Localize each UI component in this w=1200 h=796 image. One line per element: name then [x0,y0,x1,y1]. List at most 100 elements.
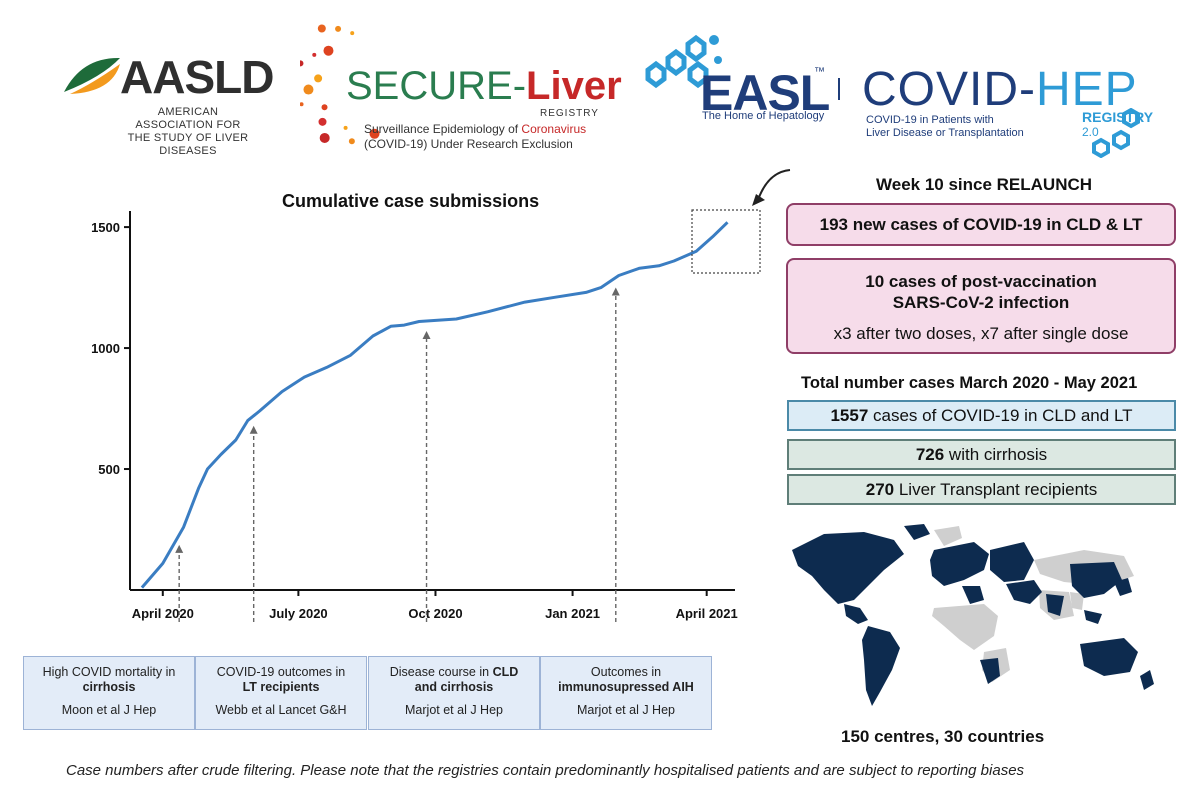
publication-box: High COVID mortality in cirrhosis Moon e… [23,656,195,730]
aasld-name: AASLD [120,51,274,103]
aasld-sub-line: THE STUDY OF LIVER DISEASES [127,132,249,157]
logo-dot [350,31,355,36]
pub-reference: Marjot et al J Hep [577,703,675,717]
easl-trademark: ™ [814,66,825,78]
publication-box: Outcomes in immunosupressed AIH Marjot e… [540,656,712,730]
logo-dot [303,84,314,95]
aasld-leaf-icon [64,57,120,94]
secure-dots-icon [300,24,380,145]
vaccination-detail: x3 after two doses, x7 after single dose [833,324,1129,343]
secure-liver-logo: SECURE-Liver REGISTRY Surveillance Epide… [300,14,622,154]
logo-divider [838,78,840,100]
aasld-sub-line: AMERICAN ASSOCIATION FOR [135,106,241,131]
pub-highlight: cirrhosis [82,680,136,694]
logo-dot [321,104,328,111]
aasld-subtitle: AMERICAN ASSOCIATION FOR THE STUDY OF LI… [118,106,258,158]
zoom-box [691,209,761,274]
new-cases-box: 193 new cases of COVID-19 in CLD & LT [786,203,1176,246]
logo-dot [317,24,326,33]
vaccination-title: 10 cases of post-vaccination [865,272,1097,291]
secure-registry-label: REGISTRY [540,108,599,119]
pub-highlight: LT recipients [242,680,320,694]
footnote: Case numbers after crude filtering. Plea… [66,762,1025,779]
y-tick-label: 500 [98,462,120,477]
stat-number: 270 [865,480,895,499]
covid-hep-title: COVID-HEP [862,62,1138,117]
covid-word: COVID- [862,63,1036,116]
pub-highlight: and cirrhosis [414,680,494,694]
x-tick-label: July 2020 [269,606,328,621]
easl-name: EASL [700,65,830,121]
cumulative-line-chart: 500 1000 1500 April 2020 July 2020 Oct 2020 Ja… [91,211,738,625]
stat-text: with cirrhosis [944,445,1048,464]
zoom-callout [691,169,791,274]
hep-word: HEP [1036,63,1138,116]
secure-description: Surveillance Epidemiology of Coronavirus… [364,122,586,152]
y-tick-label: 1000 [91,341,120,356]
logo-dot [312,52,317,57]
x-tick-label: Oct 2020 [408,606,462,621]
aasld-logo: AASLD AMERICAN ASSOCIATION FOR THE STUDY… [62,48,274,157]
covid-sub-line: Liver Disease or Transplantation [866,127,1024,139]
pub-line: COVID-19 outcomes in [216,665,346,679]
hexagon-small-icon [1092,108,1140,158]
easl-logo: EASL ™ The Home of Hepatology [638,20,848,130]
stat-number: 1557 [830,406,869,425]
x-tick-label: April 2021 [676,606,738,621]
secure-word: SECURE- [346,64,527,108]
pub-line: High COVID mortality in [42,665,176,679]
logo-dot [369,128,380,139]
week-title: Week 10 since RELAUNCH [876,175,1093,194]
logo-dot [314,74,323,83]
annotation-arrowhead [422,330,431,339]
pub-line: Disease course in [389,665,493,679]
logo-dot [318,117,327,126]
hexagon-cluster-icon [645,34,722,89]
covid-hep-subtitle: COVID-19 in Patients with Liver Disease … [866,114,1024,140]
annotation-arrowhead [611,287,620,296]
easl-subtitle: The Home of Hepatology [702,110,825,122]
stat-liver-transplant: 270 Liver Transplant recipients [787,474,1176,505]
publication-box: Disease course in CLD and cirrhosis Marj… [368,656,540,730]
vaccination-title: SARS-CoV-2 infection [892,293,1070,312]
stat-total-cases: 1557 cases of COVID-19 in CLD and LT [787,400,1176,431]
secure-desc-text: Surveillance Epidemiology of [364,122,522,136]
logo-dot [335,25,342,32]
logo-dot [343,125,348,130]
world-map [792,524,1154,706]
publication-box: COVID-19 outcomes in LT recipients Webb … [195,656,367,730]
annotation-arrowhead [249,425,258,434]
logo-dot [319,132,330,143]
y-tick-label: 1500 [91,220,120,235]
pub-reference: Moon et al J Hep [61,703,157,717]
x-tick-label: Jan 2021 [545,606,600,621]
pub-highlight: CLD [492,665,519,679]
total-cases-title: Total number cases March 2020 - May 2021 [801,374,1138,392]
pub-line: Outcomes in [590,665,662,679]
pub-reference: Webb et al Lancet G&H [215,703,347,717]
stat-number: 726 [915,445,945,464]
pub-highlight: immunosupressed AIH [558,680,694,694]
secure-desc-text: (COVID-19) Under Research Exclusion [364,137,573,151]
callout-arrow-icon [757,169,791,201]
covid-hep-logo: COVID-HEP COVID-19 in Patients with Live… [862,62,1172,162]
secure-desc-red: Coronavirus [521,122,587,136]
annotation-arrowhead [175,544,184,553]
logo-dot [348,138,355,145]
vaccination-box: 10 cases of post-vaccination SARS-CoV-2 … [786,258,1176,354]
stat-cirrhosis: 726 with cirrhosis [787,439,1176,470]
pub-reference: Marjot et al J Hep [405,703,503,717]
logo-dot [300,102,304,107]
stat-text: cases of COVID-19 in CLD and LT [868,406,1133,425]
map-caption: 150 centres, 30 countries [841,727,1045,746]
registry-version: 2.0 [1082,125,1099,139]
stat-text: Liver Transplant recipients [894,480,1098,499]
logo-dot [300,60,304,67]
new-cases-text: 193 new cases of COVID-19 in CLD & LT [819,215,1143,234]
logo-dot [323,45,334,56]
secure-title: SECURE-Liver [346,64,622,109]
x-tick-label: April 2020 [132,606,194,621]
covid-sub-line: COVID-19 in Patients with [866,114,994,126]
series-line [140,221,729,589]
map-active-regions [792,524,1154,706]
